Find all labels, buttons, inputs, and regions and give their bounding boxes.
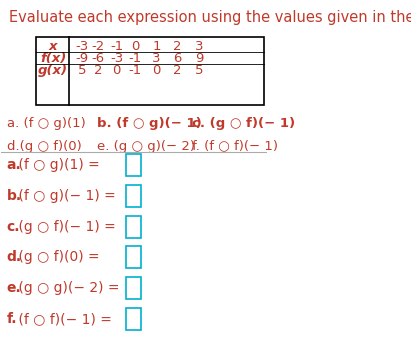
Text: -1: -1 — [129, 52, 142, 65]
FancyBboxPatch shape — [126, 154, 141, 176]
FancyBboxPatch shape — [126, 277, 141, 299]
FancyBboxPatch shape — [126, 185, 141, 207]
Text: 2: 2 — [94, 64, 102, 77]
Text: -9: -9 — [76, 52, 89, 65]
Text: e. (g ○ g)(− 2): e. (g ○ g)(− 2) — [97, 140, 195, 153]
Text: -3: -3 — [110, 52, 123, 65]
Text: g(x): g(x) — [38, 64, 68, 77]
Text: 0: 0 — [131, 40, 139, 53]
Text: c. (g ○ f)(− 1): c. (g ○ f)(− 1) — [192, 117, 296, 130]
Text: 0: 0 — [113, 64, 121, 77]
Text: a.: a. — [7, 158, 21, 172]
Text: 5: 5 — [78, 64, 87, 77]
Text: x: x — [49, 40, 58, 53]
Text: d.: d. — [7, 250, 22, 264]
Text: (f ○ g)(− 1) =: (f ○ g)(− 1) = — [14, 189, 120, 203]
Text: d.(g ○ f)(0): d.(g ○ f)(0) — [7, 140, 81, 153]
Text: -6: -6 — [92, 52, 105, 65]
Text: 2: 2 — [173, 64, 182, 77]
Text: -1: -1 — [129, 64, 142, 77]
Text: 3: 3 — [195, 40, 203, 53]
Text: 0: 0 — [152, 64, 161, 77]
Text: f. (f ○ f)(− 1): f. (f ○ f)(− 1) — [192, 140, 278, 153]
FancyBboxPatch shape — [126, 246, 141, 268]
Text: 9: 9 — [195, 52, 203, 65]
Text: a. (f ○ g)(1): a. (f ○ g)(1) — [7, 117, 85, 130]
Text: b. (f ○ g)(− 1): b. (f ○ g)(− 1) — [97, 117, 202, 130]
Text: -3: -3 — [76, 40, 89, 53]
FancyBboxPatch shape — [126, 308, 141, 331]
Text: c.: c. — [7, 219, 20, 234]
Text: (g ○ f)(− 1) =: (g ○ f)(− 1) = — [14, 219, 120, 234]
Text: (g ○ g)(− 2) =: (g ○ g)(− 2) = — [14, 281, 123, 295]
Text: -2: -2 — [92, 40, 105, 53]
Text: 6: 6 — [173, 52, 182, 65]
Text: f.: f. — [7, 312, 17, 326]
Text: 3: 3 — [152, 52, 161, 65]
FancyBboxPatch shape — [36, 37, 264, 106]
Text: (g ○ f)(0) =: (g ○ f)(0) = — [14, 250, 104, 264]
Text: f(x): f(x) — [40, 52, 66, 65]
Text: e.: e. — [7, 281, 21, 295]
Text: -1: -1 — [110, 40, 123, 53]
Text: (f ○ g)(1) =: (f ○ g)(1) = — [14, 158, 104, 172]
Text: 2: 2 — [173, 40, 182, 53]
Text: 5: 5 — [195, 64, 203, 77]
Text: 1: 1 — [152, 40, 161, 53]
FancyBboxPatch shape — [126, 215, 141, 238]
Text: (f ○ f)(− 1) =: (f ○ f)(− 1) = — [14, 312, 116, 326]
Text: b.: b. — [7, 189, 22, 203]
Text: Evaluate each expression using the values given in the table.: Evaluate each expression using the value… — [9, 10, 411, 25]
